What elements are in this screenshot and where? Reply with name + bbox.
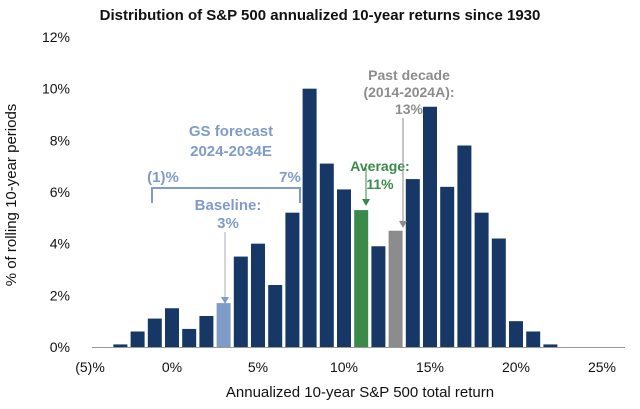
bar--3 — [113, 344, 128, 347]
bar-9 — [319, 163, 334, 347]
y-tick-label: 4% — [50, 236, 70, 252]
past-decade-value: 13% — [395, 101, 424, 117]
bar-4 — [233, 256, 248, 347]
average-label: Average: — [350, 158, 409, 174]
bar-8 — [302, 88, 317, 348]
baseline-arrowhead — [221, 297, 229, 304]
average-arrowhead — [362, 199, 370, 206]
y-tick-label: 10% — [42, 81, 70, 97]
y-tick-label: 6% — [50, 184, 70, 200]
past-decade-arrowhead — [399, 221, 407, 228]
bar-2 — [199, 316, 214, 347]
past-decade-range: (2014-2024A): — [363, 84, 454, 100]
bar--2 — [130, 331, 145, 347]
forecast-title-1: GS forecast — [189, 123, 273, 140]
x-tick-label: 10% — [330, 359, 358, 375]
bar-22 — [543, 344, 558, 347]
past-decade-label: Past decade — [368, 67, 450, 83]
bar-7 — [285, 212, 300, 347]
bar-13 — [388, 230, 403, 347]
y-tick-label: 2% — [50, 287, 70, 303]
range-low-label: (1)% — [147, 169, 179, 186]
bar-5 — [251, 243, 265, 347]
bar-3 — [216, 303, 231, 347]
x-tick-label: 5% — [248, 359, 268, 375]
bar-18 — [474, 212, 489, 347]
bar-6 — [268, 285, 283, 347]
bar-11 — [354, 210, 369, 347]
bar-15 — [423, 106, 437, 347]
bar-16 — [440, 186, 455, 347]
bar-20 — [509, 321, 523, 347]
bar-21 — [526, 331, 541, 347]
y-tick-label: 8% — [50, 132, 70, 148]
x-tick-label: 25% — [588, 359, 616, 375]
chart-title: Distribution of S&P 500 annualized 10-ye… — [100, 7, 541, 24]
bar-12 — [371, 246, 386, 347]
x-tick-label: (5)% — [75, 359, 105, 375]
range-high-label: 7% — [279, 169, 301, 186]
bar--1 — [147, 318, 162, 347]
y-tick-label: 12% — [42, 29, 70, 45]
bar-19 — [491, 238, 506, 347]
bar-1 — [182, 328, 197, 347]
baseline-label: Baseline: — [195, 197, 262, 214]
y-axis-title: % of rolling 10-year periods — [3, 104, 20, 287]
forecast-range-bracket — [151, 187, 301, 203]
x-tick-label: 0% — [162, 359, 182, 375]
y-tick-label: 0% — [50, 339, 70, 355]
bar-14 — [405, 179, 420, 347]
x-tick-label: 15% — [416, 359, 444, 375]
x-axis-title: Annualized 10-year S&P 500 total return — [226, 384, 494, 401]
bar-10 — [337, 189, 351, 347]
baseline-value: 3% — [217, 215, 239, 232]
forecast-title-2: 2024-2034E — [190, 143, 272, 160]
bar-0 — [165, 308, 179, 347]
x-tick-label: 20% — [502, 359, 530, 375]
average-value: 11% — [366, 176, 394, 192]
bar-17 — [457, 145, 472, 347]
